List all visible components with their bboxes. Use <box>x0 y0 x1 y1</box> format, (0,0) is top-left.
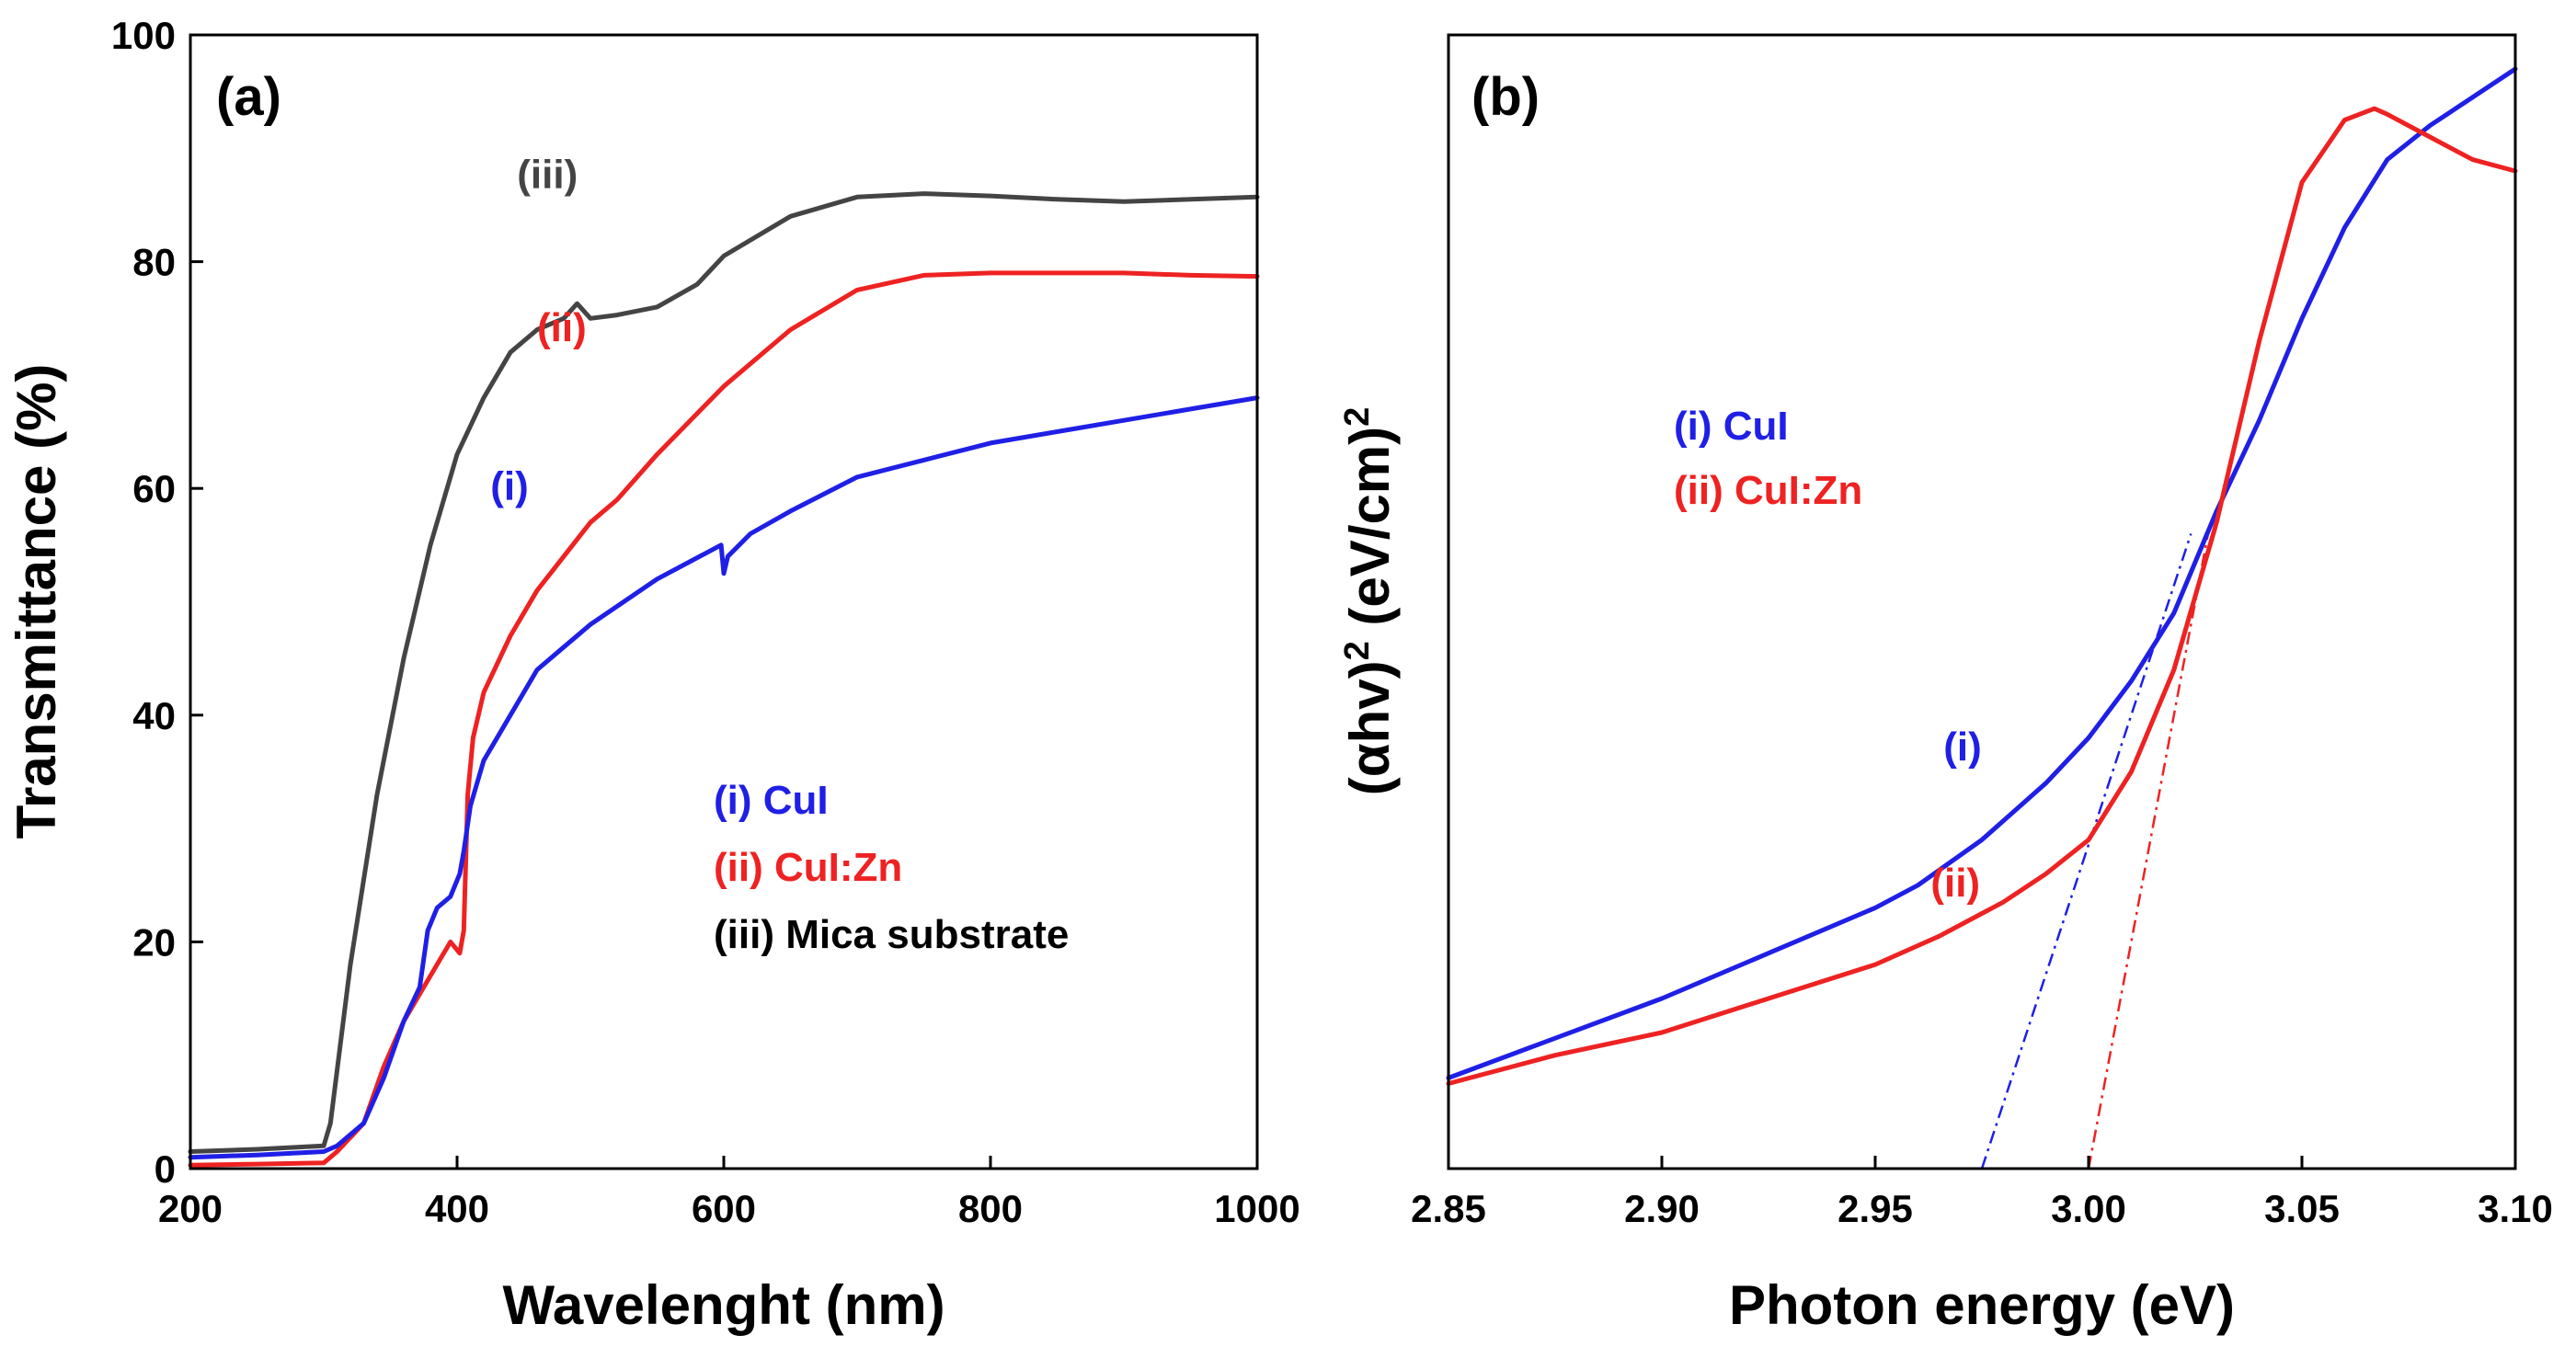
fit-line-cui <box>1980 533 2192 1170</box>
series-line-cui <box>188 395 1260 1160</box>
panel-b-x-tick-label: 3.05 <box>2264 1187 2340 1230</box>
panel-b-x-tick-label: 3.10 <box>2478 1187 2553 1230</box>
panel-a-curves <box>188 191 1260 1168</box>
panel-a-y-axis-label: Transmittance (%) <box>6 364 67 839</box>
y-label-sup2: 2 <box>1338 407 1377 427</box>
series-line-cuizn <box>188 270 1260 1168</box>
panel-b-x-tick-label: 2.95 <box>1838 1187 1913 1230</box>
tauc-line-cuizn <box>1446 106 2518 1086</box>
series-label-cuizn: (ii) <box>537 305 587 350</box>
panel-b-tauc-plot: 2.85 2.90 2.95 3.00 3.05 3.10 (b) (i) (ii) (i)… <box>1338 33 2553 1336</box>
panel-a-x-tick-label: 200 <box>158 1187 223 1230</box>
panel-b-frame <box>1447 33 2517 1170</box>
panel-a-y-tick-label: 60 <box>132 467 176 510</box>
panel-b-y-axis-label: (αhv)2 (eV/cm)2 <box>1338 407 1401 796</box>
panel-a-y-tick-label: 20 <box>132 920 176 964</box>
legend-item-cuizn: (ii) CuI:Zn <box>714 845 902 890</box>
panel-b-label: (b) <box>1471 67 1540 127</box>
y-label-sup1: 2 <box>1338 641 1377 660</box>
legend-item-cuizn-b: (ii) CuI:Zn <box>1674 468 1862 513</box>
panel-a-y-tick-label: 40 <box>132 694 176 737</box>
legend-item-mica: (iii) Mica substrate <box>714 912 1069 957</box>
panel-a-x-tick-label: 600 <box>692 1187 756 1230</box>
panel-b-ticks: 2.85 2.90 2.95 3.00 3.05 3.10 <box>1411 1156 2553 1230</box>
panel-a-y-tick-label: 0 <box>155 1147 176 1191</box>
panel-a-label: (a) <box>216 67 281 127</box>
panel-b-x-tick-label: 2.85 <box>1411 1187 1486 1230</box>
panel-a-frame <box>189 33 1259 1170</box>
legend-item-cui: (i) CuI <box>714 778 829 823</box>
panel-a-x-axis-label: Wavelenght (nm) <box>502 1274 945 1336</box>
y-label-main: (αhv) <box>1339 660 1401 795</box>
panel-a-ticks: 200 400 600 800 1000 0 20 40 60 80 100 <box>111 14 1300 1230</box>
panel-b-series-labels: (i) (ii) <box>1930 725 1981 906</box>
panel-a-legend: (i) CuI (ii) CuI:Zn (iii) Mica substrate <box>714 778 1069 957</box>
panel-a-x-tick-label: 400 <box>425 1187 489 1230</box>
panel-a-x-tick-label: 1000 <box>1214 1187 1299 1230</box>
fit-line-cuizn <box>2087 533 2210 1170</box>
y-label-units: (eV/cm) <box>1339 427 1401 641</box>
panel-b-curves <box>1446 66 2518 1170</box>
panel-b-x-tick-label: 2.90 <box>1624 1187 1700 1230</box>
panel-a-y-tick-label: 80 <box>132 241 176 284</box>
panel-b-x-axis-label: Photon energy (eV) <box>1729 1274 2235 1336</box>
series-line-mica <box>188 191 1260 1154</box>
panel-a-series-labels: (iii) (ii) (i) <box>490 152 587 508</box>
series-label-cui: (i) <box>490 464 529 509</box>
panel-a-y-tick-label: 100 <box>111 14 176 57</box>
series-label-mica: (iii) <box>517 152 578 197</box>
tauc-label-cui: (i) <box>1943 725 1982 770</box>
panel-b-legend: (i) CuI (ii) CuI:Zn <box>1674 404 1862 513</box>
panel-b-x-tick-label: 3.00 <box>2051 1187 2126 1230</box>
tauc-label-cuizn: (ii) <box>1930 861 1980 906</box>
tauc-line-cui <box>1446 66 2518 1080</box>
panel-a-x-tick-label: 800 <box>958 1187 1023 1230</box>
legend-item-cui-b: (i) CuI <box>1674 404 1789 449</box>
